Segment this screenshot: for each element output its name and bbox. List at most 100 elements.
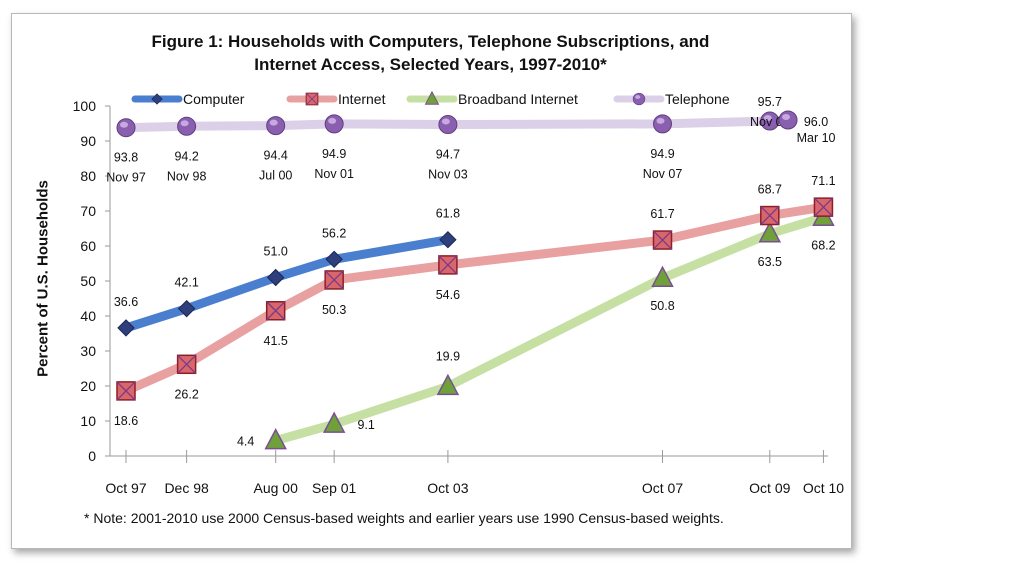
- data-label-telephone: 94.7: [436, 148, 460, 162]
- date-label-telephone: Nov 97: [106, 171, 146, 185]
- legend-item-broadband-internet: Broadband Internet: [406, 90, 578, 107]
- data-label-internet: 71.1: [811, 174, 835, 188]
- legend-item-telephone: Telephone: [613, 91, 730, 107]
- data-point-telephone: [266, 116, 286, 136]
- data-label-broadband-internet: 50.8: [650, 299, 674, 313]
- triangle-marker: [264, 427, 287, 450]
- data-label-telephone: 94.9: [322, 147, 346, 161]
- data-point-internet: [116, 381, 136, 401]
- y-tick-label-30: 30: [80, 343, 96, 359]
- data-point-telephone: [778, 110, 798, 130]
- diamond-marker: [439, 230, 457, 249]
- x-tick-label-oct-07: Oct 07: [642, 480, 683, 496]
- triangle-marker: [651, 265, 674, 287]
- square-marker-cross: [305, 92, 319, 106]
- y-tick-label-60: 60: [80, 238, 96, 254]
- diamond-marker: [177, 299, 196, 318]
- data-point-broadband-internet: [651, 265, 674, 287]
- x-tick-label-oct-03: Oct 03: [427, 480, 468, 496]
- circle-marker-highlight: [441, 118, 450, 125]
- legend-label-internet: Internet: [338, 91, 386, 107]
- y-tick-label-80: 80: [80, 168, 96, 184]
- x-tick-label-oct-10: Oct 10: [803, 480, 844, 496]
- series-line-broadband-internet: [271, 212, 828, 446]
- date-label-telephone: Nov 03: [428, 168, 468, 182]
- square-marker-cross: [116, 381, 136, 401]
- x-tick-label-oct-97: Oct 97: [105, 480, 146, 496]
- data-label-broadband-internet: 19.9: [436, 349, 460, 363]
- footnote: * Note: 2001-2010 use 2000 Census-based …: [84, 510, 724, 526]
- square-marker-cross: [760, 206, 780, 226]
- data-label-computer: 36.6: [114, 295, 138, 309]
- data-label-broadband-internet: 9.1: [357, 418, 374, 432]
- data-label-broadband-internet: 68.2: [811, 238, 835, 252]
- data-label-computer: 61.8: [436, 207, 460, 221]
- data-label-computer: 42.1: [174, 276, 198, 290]
- data-label-internet: 68.7: [758, 183, 782, 197]
- circle-marker: [778, 110, 798, 130]
- date-label-telephone: Nov 98: [167, 169, 207, 183]
- data-label-telephone: 94.9: [650, 147, 674, 161]
- data-label-internet: 41.5: [264, 334, 288, 348]
- diamond-marker: [266, 268, 285, 287]
- square-marker-cross: [266, 301, 286, 321]
- data-label-computer: 56.2: [322, 226, 346, 240]
- square-marker-cross: [177, 354, 197, 374]
- circle-marker: [653, 114, 672, 134]
- circle-marker-highlight: [635, 95, 641, 100]
- circle-marker-highlight: [120, 121, 128, 128]
- chart-title-line-2: Internet Access, Selected Years, 1997-20…: [254, 55, 607, 74]
- legend-label-telephone: Telephone: [665, 91, 730, 107]
- circle-marker-highlight: [656, 117, 665, 124]
- triangle-marker: [758, 221, 782, 243]
- data-label-telephone: 96.0: [804, 115, 828, 129]
- data-label-internet: 26.2: [174, 387, 198, 401]
- data-point-broadband-internet: [264, 427, 287, 450]
- legend-item-computer: Computer: [131, 91, 245, 107]
- data-label-telephone: 95.7: [758, 95, 782, 109]
- circle-marker-highlight: [269, 119, 278, 126]
- y-tick-label-10: 10: [80, 413, 96, 429]
- data-point-internet: [176, 354, 197, 375]
- series-line-internet: [121, 202, 828, 396]
- data-point-internet: [760, 205, 780, 226]
- y-tick-label-20: 20: [80, 378, 96, 394]
- data-point-computer: [439, 230, 457, 249]
- square-marker-cross: [813, 197, 833, 217]
- triangle-marker: [436, 373, 460, 396]
- legend-label-computer: Computer: [183, 91, 245, 107]
- legend-marker: [151, 93, 163, 105]
- diamond-marker: [117, 319, 135, 337]
- data-point-internet: [813, 197, 834, 217]
- data-point-telephone: [116, 118, 136, 138]
- y-tick-label-0: 0: [88, 448, 96, 464]
- triangle-marker: [322, 411, 346, 433]
- y-tick-label-90: 90: [80, 133, 96, 149]
- chart-title-line-1: Figure 1: Households with Computers, Tel…: [151, 32, 710, 51]
- x-tick-label-aug-00: Aug 00: [253, 480, 298, 496]
- legend-marker: [424, 90, 440, 105]
- data-point-computer: [177, 299, 196, 318]
- x-tick-label-sep-01: Sep 01: [312, 480, 357, 496]
- data-point-internet: [438, 255, 458, 275]
- diamond-marker: [151, 93, 163, 105]
- legend-marker: [632, 92, 646, 106]
- date-label-telephone: Mar 10: [797, 131, 836, 145]
- circle-marker-highlight: [180, 120, 189, 127]
- data-point-broadband-internet: [436, 373, 460, 396]
- data-point-computer: [325, 250, 343, 269]
- data-point-computer: [117, 319, 135, 337]
- data-point-telephone: [760, 111, 780, 131]
- y-tick-label-40: 40: [80, 308, 96, 324]
- legend-item-internet: Internet: [286, 91, 386, 107]
- data-point-internet: [652, 230, 673, 250]
- square-marker-cross: [324, 270, 344, 290]
- square-marker-cross: [653, 230, 672, 250]
- diamond-marker: [325, 250, 343, 269]
- circle-marker-highlight: [782, 114, 791, 120]
- square-marker-cross: [438, 255, 458, 275]
- data-point-computer: [266, 268, 285, 287]
- data-point-telephone: [177, 116, 197, 136]
- data-point-telephone: [324, 114, 344, 134]
- x-tick-label-dec-98: Dec 98: [164, 480, 209, 496]
